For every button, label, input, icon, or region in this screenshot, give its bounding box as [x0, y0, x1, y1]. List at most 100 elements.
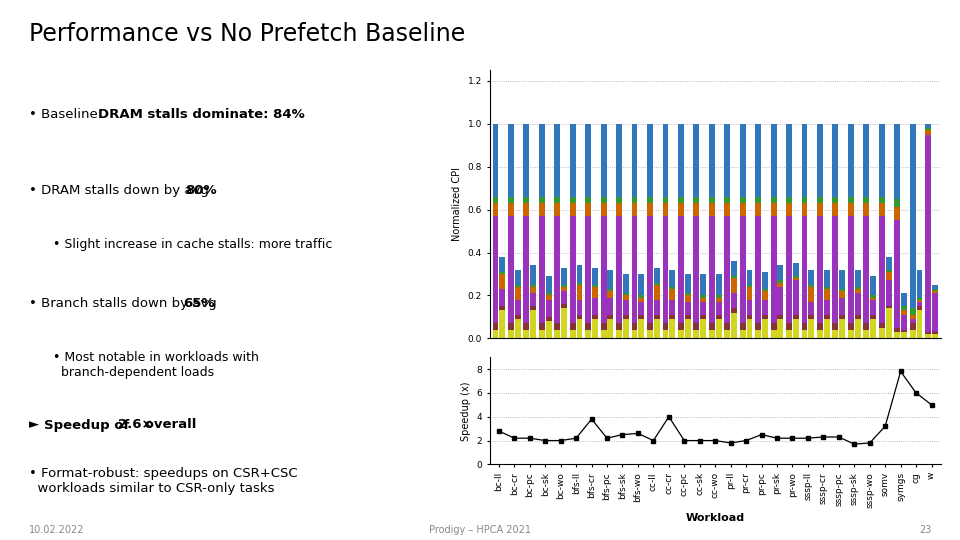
Text: 80%: 80% [185, 184, 217, 197]
Bar [700, 319, 707, 339]
Bar [562, 308, 567, 339]
Bar [654, 319, 660, 339]
Bar [492, 197, 498, 203]
Bar [917, 269, 923, 298]
Bar [762, 289, 768, 291]
Bar [515, 287, 520, 300]
Bar [654, 282, 660, 285]
Bar [863, 124, 869, 197]
Bar [638, 274, 644, 295]
Bar [886, 306, 892, 308]
Bar [895, 207, 900, 220]
Bar [832, 216, 838, 323]
Bar [632, 197, 637, 203]
Text: • Branch stalls down by avg: • Branch stalls down by avg [29, 297, 221, 310]
Bar [647, 330, 653, 339]
Bar [492, 323, 498, 330]
Bar [577, 315, 583, 319]
Bar [577, 266, 583, 282]
Bar [870, 295, 876, 298]
Bar [693, 197, 699, 203]
Bar [901, 293, 907, 306]
Text: DRAM stalls dominate: 84%: DRAM stalls dominate: 84% [98, 108, 304, 121]
Bar [802, 330, 807, 339]
Bar [740, 197, 746, 203]
Bar [808, 287, 814, 302]
Bar [732, 293, 737, 308]
Bar [577, 319, 583, 339]
Bar [545, 321, 552, 339]
Bar [817, 124, 823, 197]
Bar [808, 315, 814, 319]
Bar [786, 203, 792, 216]
Bar [492, 124, 498, 197]
Bar [499, 272, 505, 274]
Bar [932, 334, 938, 339]
Bar [832, 124, 838, 197]
Bar [740, 203, 746, 216]
Bar [539, 216, 544, 323]
Bar [802, 216, 807, 323]
Bar [732, 278, 737, 293]
Bar [762, 315, 768, 319]
Bar [925, 128, 931, 130]
Bar [708, 330, 715, 339]
Bar [848, 330, 853, 339]
Bar [684, 302, 690, 315]
Bar [530, 293, 536, 306]
Bar [577, 300, 583, 315]
Bar [756, 124, 761, 197]
Bar [638, 319, 644, 339]
Bar [662, 216, 668, 323]
Bar [669, 289, 675, 300]
Bar [616, 197, 622, 203]
Bar [878, 203, 885, 216]
Bar [523, 203, 529, 216]
Bar [715, 319, 722, 339]
Bar [932, 285, 938, 289]
Text: 23: 23 [919, 524, 931, 535]
Bar [554, 323, 561, 330]
Bar [910, 330, 916, 339]
Bar [778, 280, 783, 282]
Bar [608, 319, 613, 339]
Bar [523, 323, 529, 330]
Bar [586, 203, 591, 216]
Bar [917, 306, 923, 310]
Bar [708, 197, 715, 203]
Bar [545, 317, 552, 321]
Bar [616, 216, 622, 323]
Bar [669, 315, 675, 319]
Bar [623, 300, 629, 315]
Bar [623, 295, 629, 300]
Bar [523, 330, 529, 339]
Text: 2.6×: 2.6× [118, 418, 153, 431]
Bar [724, 197, 731, 203]
Bar [802, 197, 807, 203]
Bar [638, 302, 644, 315]
Bar [684, 293, 690, 295]
Bar [839, 291, 845, 298]
Bar [608, 289, 613, 291]
Bar [508, 197, 514, 203]
Bar [854, 315, 860, 319]
Bar [570, 197, 576, 203]
Bar [492, 203, 498, 216]
Bar [878, 216, 885, 323]
Bar [910, 315, 916, 319]
Bar [530, 285, 536, 287]
Bar [608, 291, 613, 298]
Bar [778, 319, 783, 339]
Bar [802, 203, 807, 216]
Bar [570, 216, 576, 323]
Bar [817, 323, 823, 330]
Bar [832, 330, 838, 339]
Bar [848, 203, 853, 216]
Bar [870, 300, 876, 315]
Text: ►: ► [29, 418, 43, 431]
Bar [925, 332, 931, 334]
Bar [715, 298, 722, 302]
Bar [539, 203, 544, 216]
Bar [901, 315, 907, 330]
Bar [601, 203, 607, 216]
